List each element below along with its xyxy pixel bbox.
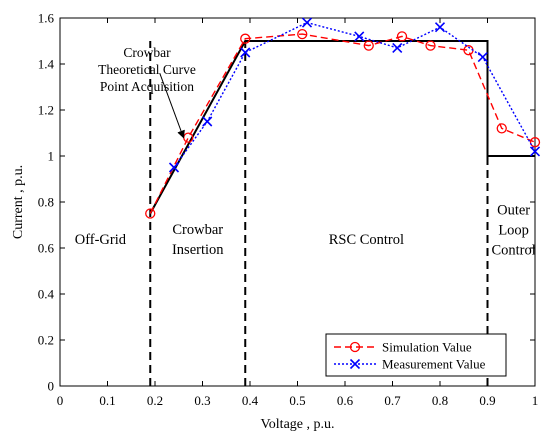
series-line-simulation-value (149, 33, 536, 214)
data-point-simulation (425, 40, 436, 51)
x-tick-label: 0.6 (337, 393, 354, 408)
data-point-measurement (240, 47, 251, 58)
x-tick-label: 0.9 (479, 393, 495, 408)
x-tick-label: 0.3 (194, 393, 210, 408)
x-tick-label: 0.8 (432, 393, 448, 408)
series-layer (145, 17, 541, 219)
y-tick-label: 0.6 (38, 241, 55, 256)
y-tick-label: 1 (48, 149, 55, 164)
y-axis-label: Current , p.u. (11, 165, 26, 239)
region-label: Insertion (172, 242, 224, 258)
y-tick-label: 1.4 (38, 57, 55, 72)
data-point-measurement (202, 116, 213, 127)
x-tick-label: 0.5 (289, 393, 305, 408)
annotation-label: Crowbar (123, 45, 171, 60)
data-point-measurement (168, 162, 180, 173)
data-point-simulation (240, 33, 251, 44)
region-label: Outer (497, 203, 530, 219)
region-label: RSC Control (329, 232, 404, 248)
x-tick-label: 0 (57, 393, 64, 408)
data-point-simulation (297, 28, 308, 40)
x-tick-label: 1 (532, 393, 539, 408)
x-tick-label: 0.1 (99, 393, 115, 408)
annotation-label: Theoretical Curve (98, 62, 196, 77)
x-tick-label: 0.7 (384, 393, 401, 408)
y-tick-label: 1.6 (38, 11, 55, 26)
data-point-simulation (529, 137, 541, 148)
region-label: Control (491, 243, 535, 259)
legend-label: Measurement Value (382, 357, 486, 372)
data-point-simulation (145, 208, 156, 219)
x-tick-label: 0.4 (242, 393, 259, 408)
annotation-label: Point Acquisition (100, 79, 194, 94)
region-label: Off-Grid (75, 232, 127, 248)
text-layer: 0 0.1 0.2 0.3 0.4 0.5 0.6 0.7 0.8 0.9 1 0 0.2 0.4 0.6 0… (11, 11, 538, 433)
data-point-simulation (396, 31, 408, 42)
data-point-simulation (363, 40, 374, 51)
region-label: Loop (498, 223, 529, 239)
theoretical-curve-line (149, 40, 535, 214)
data-point-measurement (477, 52, 488, 63)
data-point-measurement (434, 22, 446, 33)
y-tick-label: 0 (48, 379, 55, 394)
y-tick-label: 0.4 (38, 287, 55, 302)
data-point-measurement (529, 146, 541, 157)
series-line-measurement-value (173, 21, 536, 168)
legend-label: Simulation Value (382, 340, 472, 355)
data-point-simulation (496, 123, 507, 134)
data-point-measurement (392, 42, 403, 53)
y-tick-label: 1.2 (38, 103, 54, 118)
y-tick-label: 0.2 (38, 333, 54, 348)
legend-box (325, 333, 507, 377)
data-point-measurement (301, 17, 313, 28)
annotation-arrow (159, 73, 185, 139)
data-point-measurement (354, 31, 365, 42)
y-tick-label: 0.8 (38, 195, 54, 210)
legend: Simulation Value Measurement Value (325, 333, 507, 377)
plot-area (59, 17, 536, 387)
legend-marker-circle (349, 341, 361, 353)
region-label: Crowbar (172, 222, 223, 238)
x-tick-label: 0.2 (147, 393, 163, 408)
legend-marker-x (349, 358, 361, 370)
x-axis-label: Voltage , p.u. (260, 417, 334, 432)
